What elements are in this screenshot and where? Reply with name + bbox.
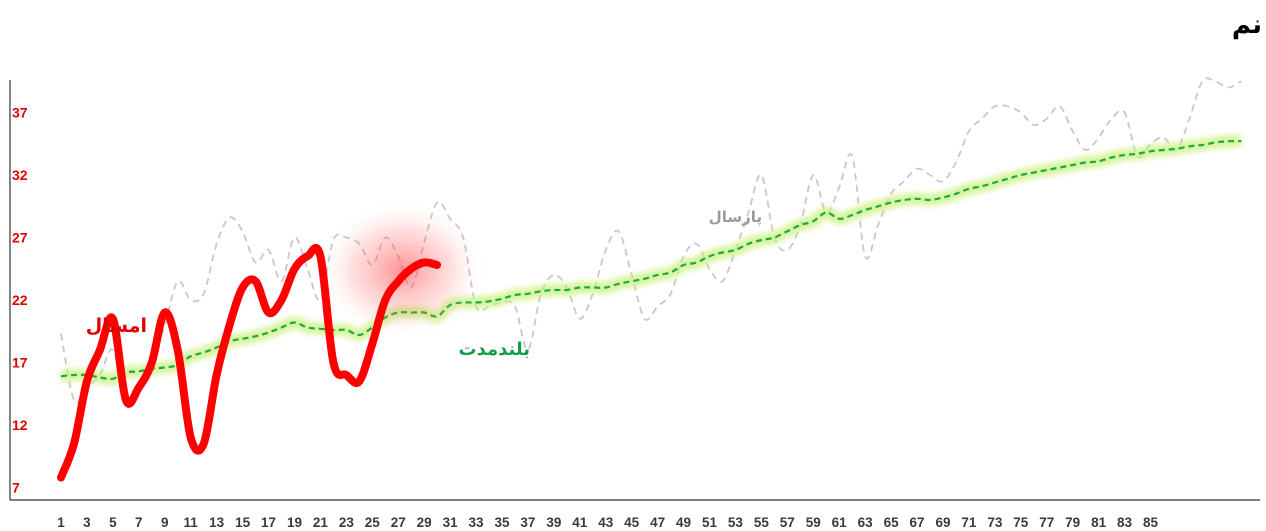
x-tick-label: 69 [935, 515, 950, 530]
x-tick-label: 61 [832, 515, 848, 530]
x-tick-label: 3 [83, 515, 91, 530]
y-tick-label: 12 [12, 417, 28, 433]
x-tick-label: 57 [780, 515, 795, 530]
x-tick-label: 17 [261, 515, 276, 530]
x-tick-label: 55 [754, 515, 770, 530]
y-tick-label: 37 [12, 105, 28, 121]
x-tick-label: 39 [546, 515, 561, 530]
x-tick-label: 85 [1143, 515, 1159, 530]
x-tick-label: 43 [598, 515, 614, 530]
x-tick-label: 35 [494, 515, 510, 530]
x-tick-label: 75 [1013, 515, 1029, 530]
x-tick-label: 49 [676, 515, 691, 530]
x-tick-label: 47 [650, 515, 665, 530]
x-axis-ticks: 1 3 5 7 9 11 13 15 17 19 21 23 25 27 29 31 33 35 37 39 41 43 4… [57, 515, 1158, 530]
x-tick-label: 29 [417, 515, 432, 530]
x-tick-label: 41 [572, 515, 588, 530]
x-tick-label: 37 [520, 515, 535, 530]
current-point-halo [317, 200, 487, 340]
x-tick-label: 9 [161, 515, 169, 530]
x-tick-label: 23 [339, 515, 355, 530]
x-tick-label: 71 [961, 515, 977, 530]
series-glow-long-term [61, 141, 1241, 379]
series-label-long-term: بلندمدت [459, 339, 530, 360]
x-tick-label: 1 [57, 515, 65, 530]
x-tick-label: 5 [109, 515, 117, 530]
x-tick-label: 19 [287, 515, 302, 530]
x-tick-label: 77 [1039, 515, 1054, 530]
series-layer [61, 78, 1241, 477]
y-axis-ticks: 7 12 17 22 27 32 37 [12, 105, 28, 496]
x-tick-label: 53 [728, 515, 744, 530]
series-label-last-year: پارسال [709, 208, 762, 227]
x-tick-label: 63 [858, 515, 874, 530]
x-tick-label: 13 [209, 515, 225, 530]
x-tick-label: 73 [987, 515, 1003, 530]
x-tick-label: 81 [1091, 515, 1107, 530]
x-tick-label: 51 [702, 515, 718, 530]
x-tick-label: 83 [1117, 515, 1133, 530]
y-tick-label: 27 [12, 230, 28, 246]
y-tick-label: 7 [12, 480, 20, 496]
x-tick-label: 21 [313, 515, 329, 530]
x-tick-label: 45 [624, 515, 640, 530]
series-line-last-year [61, 78, 1241, 406]
x-tick-label: 25 [365, 515, 381, 530]
x-tick-label: 67 [910, 515, 925, 530]
x-tick-label: 33 [469, 515, 485, 530]
x-tick-label: 59 [806, 515, 821, 530]
x-tick-label: 65 [884, 515, 900, 530]
x-tick-label: 79 [1065, 515, 1080, 530]
y-tick-label: 32 [12, 167, 28, 183]
x-tick-label: 11 [184, 515, 199, 530]
x-tick-label: 27 [391, 515, 406, 530]
series-label-this-year: امسال [86, 315, 147, 337]
x-tick-label: 31 [443, 515, 459, 530]
y-tick-label: 22 [12, 292, 28, 308]
x-tick-label: 7 [135, 515, 143, 530]
x-tick-label: 15 [235, 515, 251, 530]
y-tick-label: 17 [12, 355, 28, 371]
